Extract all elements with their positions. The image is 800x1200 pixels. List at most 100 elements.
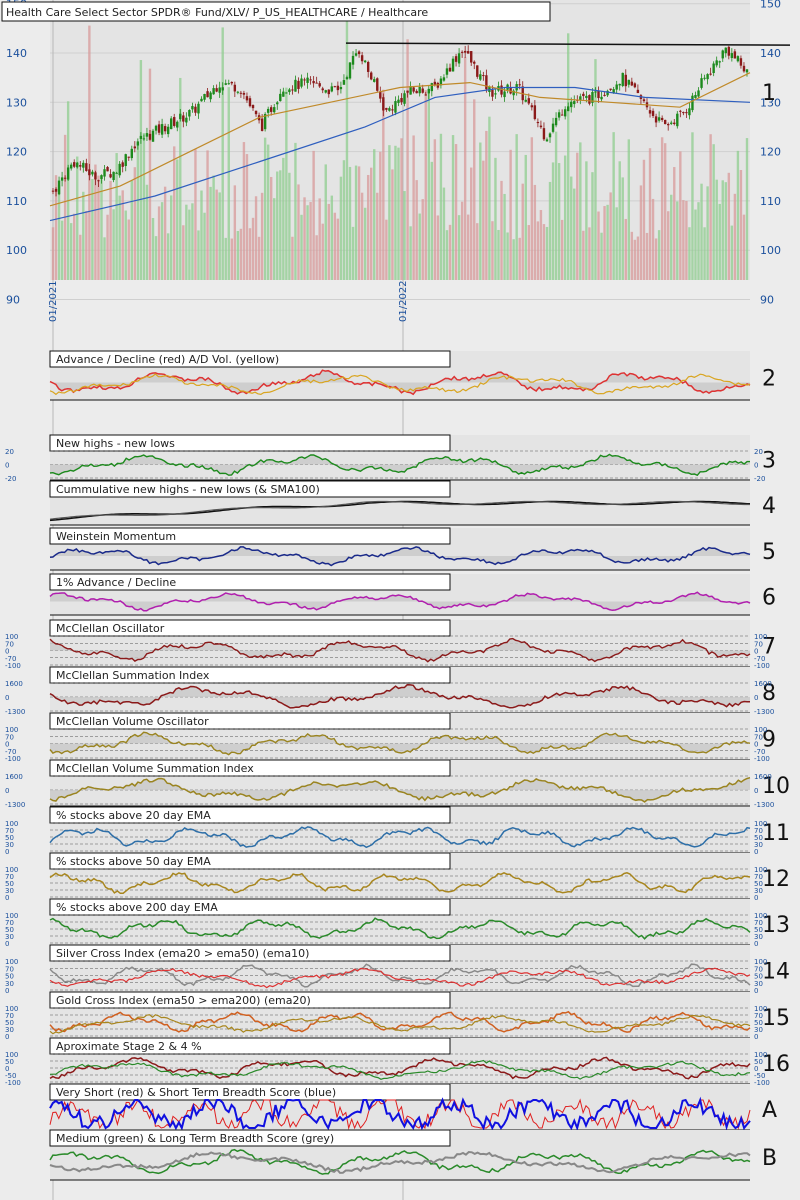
volume-bar [185,204,188,280]
volume-bar [282,157,285,280]
panel-tick-right: 30 [754,1026,763,1034]
volume-bar [691,132,694,280]
candle-body [627,79,631,85]
candle-body [351,55,355,65]
volume-bar [667,211,670,280]
volume-bar [618,161,621,280]
panel-number: 8 [762,681,776,706]
indicator-panels: Advance / Decline (red) A/D Vol. (yellow… [5,350,790,1181]
volume-bar [233,185,237,280]
volume-bar [294,142,297,280]
candle-body [418,87,421,94]
volume-bar [739,170,743,280]
candle-body [615,84,618,90]
candle-body [557,112,561,118]
candle-body [276,102,279,105]
volume-bar [100,175,103,280]
price-candles [51,45,749,197]
volume-bar [363,207,367,280]
volume-bar [270,176,273,280]
candle-body [315,82,318,84]
volume-bar [239,228,243,280]
volume-bar [124,210,127,280]
candle-body [173,117,176,126]
candle-body [412,87,415,92]
panel-tick-left: -100 [5,662,21,670]
volume-bar [600,232,603,280]
volume-bar [697,202,700,280]
panel-tick-right: 70 [754,827,763,835]
candle-body [233,84,237,92]
panel-tick-right: 50 [754,973,763,981]
volume-bar [242,142,246,280]
panel-title: New highs - new lows [56,437,175,450]
candle-body [612,89,615,93]
panel-tick-right: 50 [754,880,763,888]
candle-body [370,72,373,80]
panel-series-line [49,546,751,567]
candle-body [63,177,67,179]
volume-bar [736,150,740,280]
panel-tick-left: 50 [5,973,14,981]
candle-body [397,99,400,103]
volume-bar [354,165,358,280]
volume-bar [88,25,91,281]
candle-body [712,63,715,74]
candle-body [312,81,315,84]
panel-series-line [49,826,751,849]
panel-tick-right: 0 [754,787,758,795]
candle-body [403,93,406,104]
candle-body [606,90,609,96]
volume-bar [576,152,579,280]
candle-body [539,125,543,128]
panel-number: 4 [762,494,776,519]
candle-body [470,51,473,63]
candle-body [421,88,424,93]
volume-bar [230,238,234,280]
panel-tick-left: 20 [5,448,14,456]
candle-body [603,94,606,96]
panel-series-line [49,1010,751,1033]
candle-body [209,92,212,100]
panel-number-1: 1 [762,81,776,106]
panel-tick-right: 70 [754,965,763,973]
panel-tick-right: -1300 [754,801,774,809]
candle-body [348,62,352,79]
candle-body [127,156,130,158]
candle-body [621,72,624,86]
candle-body [88,169,91,176]
volume-bar [545,226,549,280]
volume-bar [679,151,682,280]
volume-bar [382,89,385,280]
panel-fill [50,454,750,476]
panel-tick-left: 100 [5,726,18,734]
candle-body [60,177,64,181]
volume-bar [257,236,261,280]
volume-bar [76,156,79,280]
volume-bar [670,194,673,280]
panel-tick-right: 0 [754,648,758,656]
volume-bar [491,221,494,280]
candle-body [479,74,482,80]
volume-bar [263,137,267,280]
panel-tick-left: 0 [5,462,9,470]
volume-bar [512,239,515,280]
volume-bar [285,87,288,280]
volume-bar [733,193,737,280]
panel-fill [50,684,750,708]
volume-bar [336,218,340,280]
candle-body [212,88,215,95]
ma-short-line [49,72,751,207]
volume-bar [312,150,315,280]
candle-body [745,69,749,73]
candle-body [66,167,70,180]
candle-body [124,154,127,167]
candle-body [112,171,115,181]
volume-bar [639,185,643,280]
volume-bar [427,89,430,280]
candle-body [73,162,76,167]
price-tick-right: 130 [760,96,781,109]
panel-tick-left: 100 [5,866,18,874]
volume-bar [154,236,158,280]
